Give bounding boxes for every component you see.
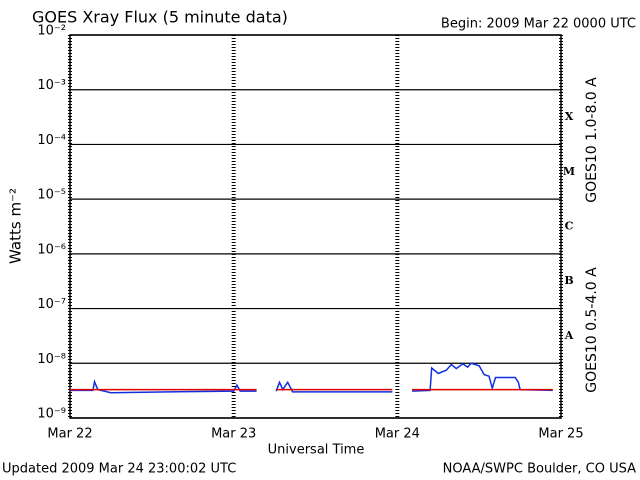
y-tick-label: 10⁻³ bbox=[37, 78, 66, 93]
flare-class-label: B bbox=[564, 274, 573, 287]
subtitle: Begin: 2009 Mar 22 0000 UTC bbox=[441, 17, 636, 32]
y-axis-label: Watts m⁻² bbox=[7, 188, 25, 264]
x-tick-label: Mar 24 bbox=[375, 427, 420, 442]
chart-title: GOES Xray Flux (5 minute data) bbox=[32, 8, 288, 27]
flare-class-label: C bbox=[565, 220, 574, 233]
y-tick-label: 10⁻⁹ bbox=[37, 407, 66, 422]
y-tick-label: 10⁻⁷ bbox=[37, 297, 66, 312]
y-tick-label: 10⁻⁴ bbox=[37, 133, 66, 148]
flare-class-label: X bbox=[565, 110, 574, 123]
x-tick-label: Mar 25 bbox=[538, 427, 583, 442]
series-line bbox=[70, 362, 553, 394]
footer-left: Updated 2009 Mar 24 23:00:02 UTC bbox=[2, 462, 236, 477]
y-tick-label: 10⁻⁶ bbox=[37, 242, 66, 257]
flare-class-label: M bbox=[563, 165, 575, 178]
y-tick-label: 10⁻² bbox=[37, 24, 66, 39]
y-tick-label: 10⁻⁵ bbox=[37, 188, 66, 203]
y-tick-label: 10⁻⁸ bbox=[37, 352, 66, 367]
footer-right: NOAA/SWPC Boulder, CO USA bbox=[443, 462, 636, 477]
legend-label: GOES10 0.5-4.0 A bbox=[584, 267, 600, 393]
legend-label: GOES10 1.0-8.0 A bbox=[584, 77, 600, 203]
x-axis-label: Universal Time bbox=[268, 443, 365, 458]
flare-class-label: A bbox=[564, 329, 574, 342]
x-tick-label: Mar 22 bbox=[47, 427, 92, 442]
x-tick-label: Mar 23 bbox=[211, 427, 256, 442]
